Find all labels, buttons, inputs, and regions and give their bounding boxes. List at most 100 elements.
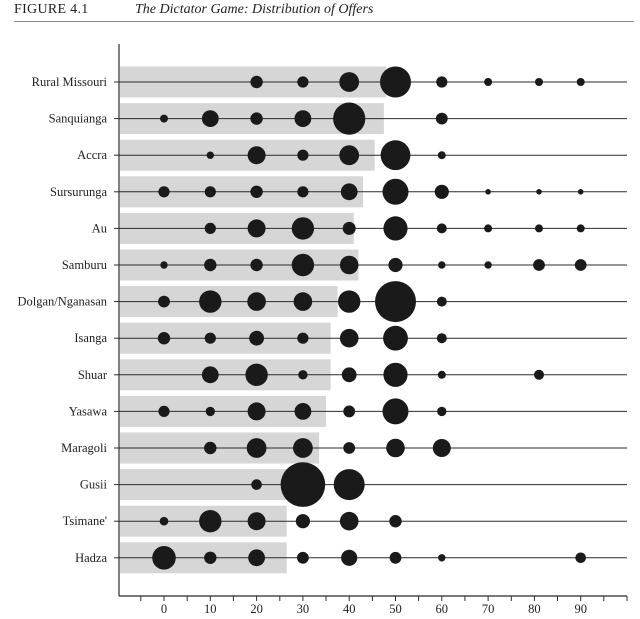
- bubble: [157, 332, 171, 345]
- bubble: [249, 330, 264, 346]
- bubble: [247, 219, 266, 238]
- bubble: [382, 178, 409, 205]
- x-tick-label: 60: [436, 602, 449, 616]
- bubble: [152, 546, 176, 570]
- bubble: [535, 78, 543, 86]
- bubble: [389, 551, 402, 564]
- bubble: [245, 363, 268, 386]
- bubble: [380, 66, 411, 98]
- bubble: [438, 261, 446, 269]
- y-tick-label: Sanquianga: [49, 112, 108, 126]
- bubble: [436, 223, 447, 234]
- bubble: [380, 140, 411, 171]
- x-tick-label: 80: [528, 602, 541, 616]
- bubble: [534, 369, 544, 380]
- bubble: [247, 512, 266, 531]
- bubble: [386, 438, 405, 458]
- bubble: [280, 462, 326, 507]
- bubble: [574, 259, 587, 271]
- bubble: [434, 184, 449, 199]
- bubble: [250, 185, 263, 198]
- bubble: [333, 469, 365, 501]
- bubble: [432, 439, 451, 457]
- bubble: [247, 292, 266, 311]
- bubble: [205, 406, 215, 417]
- x-tick-label: 70: [482, 602, 495, 616]
- bubble: [158, 295, 170, 308]
- bubble: [250, 75, 263, 89]
- y-tick-label: Yasawa: [69, 404, 108, 418]
- bubble: [383, 362, 408, 387]
- bubble: [437, 151, 446, 160]
- bubble: [388, 257, 403, 273]
- bubble: [436, 333, 447, 344]
- bubble: [293, 438, 313, 458]
- figure-header: FIGURE 4.1 The Dictator Game: Distributi…: [14, 2, 634, 24]
- bubble: [297, 186, 309, 198]
- bubble: [297, 551, 309, 564]
- bubble: [295, 514, 310, 529]
- bubble: [246, 438, 267, 458]
- bubble: [342, 221, 356, 235]
- bubble: [294, 110, 312, 127]
- bubble: [250, 258, 263, 272]
- bubble: [576, 224, 585, 233]
- figure-title: The Dictator Game: Distribution of Offer…: [135, 2, 374, 17]
- bubble: [375, 281, 416, 323]
- bubble: [160, 114, 168, 123]
- y-tick-label: Maragoli: [61, 441, 107, 455]
- bubble: [204, 441, 217, 455]
- bubble: [251, 479, 262, 490]
- bubble: [293, 292, 313, 311]
- bubble: [533, 259, 545, 271]
- bubble: [248, 549, 265, 567]
- bubble: [204, 186, 216, 198]
- bubble: [575, 552, 586, 564]
- x-tick-label: 40: [343, 602, 356, 616]
- bubble: [297, 332, 309, 344]
- bubble: [204, 332, 216, 344]
- bubble: [247, 146, 266, 165]
- bubble: [437, 406, 447, 417]
- bubble: [436, 76, 448, 88]
- bubble: [158, 186, 170, 198]
- bubble: [438, 554, 446, 562]
- bubble: [383, 216, 408, 241]
- x-tick-label: 90: [574, 602, 587, 616]
- y-tick-label: Rural Missouri: [32, 75, 108, 89]
- bubble: [160, 261, 168, 269]
- bubble: [485, 189, 491, 195]
- bubble: [339, 328, 359, 348]
- x-tick-label: 20: [250, 602, 263, 616]
- bubble: [577, 189, 584, 195]
- y-tick-label: Hadza: [75, 551, 107, 565]
- bubble: [339, 145, 360, 166]
- bubble: [435, 112, 448, 125]
- bubble: [291, 217, 315, 240]
- bubble: [291, 253, 315, 277]
- x-tick-label: 30: [297, 602, 310, 616]
- bubble: [484, 78, 493, 86]
- bubble: [343, 442, 356, 454]
- bubble: [484, 261, 492, 269]
- bubble: [201, 366, 219, 384]
- bubble: [204, 551, 217, 564]
- x-tick-label: 0: [161, 602, 167, 616]
- bubble: [158, 405, 170, 417]
- bubble: [297, 149, 309, 161]
- y-tick-label: Gusii: [80, 478, 108, 492]
- bubble: [206, 151, 214, 159]
- bubble: [343, 405, 356, 418]
- y-tick-label: Tsimane': [63, 514, 107, 528]
- x-tick-label: 10: [204, 602, 217, 616]
- bubble: [159, 516, 169, 526]
- y-tick-label: Au: [92, 221, 108, 235]
- bubble: [204, 258, 217, 272]
- y-tick-label: Shuar: [78, 368, 108, 382]
- bubble: [199, 290, 222, 313]
- bubble: [204, 222, 216, 234]
- bubble: [250, 112, 263, 125]
- bubble: [436, 296, 447, 307]
- bubble: [341, 367, 357, 383]
- bubble: [294, 403, 312, 420]
